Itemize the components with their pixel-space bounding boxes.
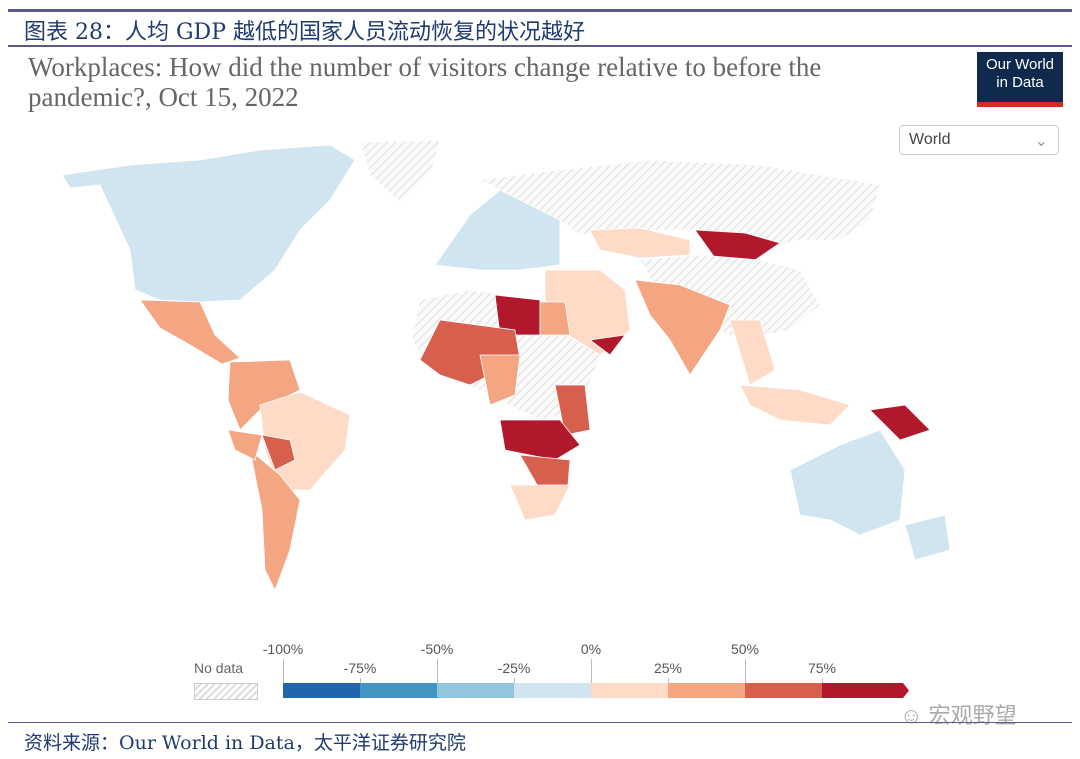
map-region[interactable]	[227, 359, 301, 431]
map-region[interactable]	[249, 448, 301, 591]
legend-arrow-icon	[899, 683, 909, 698]
map-region[interactable]	[588, 334, 626, 356]
map-region[interactable]	[694, 229, 781, 261]
map-region[interactable]	[227, 429, 263, 461]
legend-tick-label: -100%	[262, 641, 304, 657]
legend-tick-label: 50%	[730, 641, 760, 657]
no-data-label: No data	[194, 660, 244, 676]
map-region[interactable]	[499, 419, 581, 461]
legend-swatch	[668, 683, 745, 698]
chart-title: Workplaces: How did the number of visito…	[28, 52, 822, 112]
legend-tick-label: 0%	[580, 641, 602, 657]
legend-tick	[514, 678, 515, 683]
map-region[interactable]	[729, 319, 776, 386]
map-region-no-data[interactable]	[478, 159, 881, 251]
legend-swatch	[591, 683, 668, 698]
map-region[interactable]	[869, 404, 931, 441]
map-region[interactable]	[61, 144, 356, 303]
region-selector-value: World	[909, 131, 951, 148]
map-region[interactable]	[739, 384, 851, 426]
legend-swatch	[514, 683, 591, 698]
figure-title: 图表 28：人均 GDP 越低的国家人员流动恢复的状况越好	[24, 20, 585, 45]
bottom-rule	[8, 722, 1072, 723]
logo-line2: in Data	[996, 74, 1044, 91]
map-region[interactable]	[554, 384, 591, 436]
legend-tick-label: -75%	[343, 660, 377, 676]
wechat-icon: ☺	[900, 703, 929, 728]
legend-tick	[437, 659, 438, 683]
legend-tick-label: -25%	[497, 660, 531, 676]
legend-tick	[822, 678, 823, 683]
legend-tick	[745, 659, 746, 683]
region-selector[interactable]: World ⌄	[899, 125, 1059, 155]
legend-tick-label: 25%	[653, 660, 683, 676]
map-region[interactable]	[139, 299, 241, 365]
logo-line1: Our World	[985, 56, 1055, 73]
source-note: 资料来源：Our World in Data，太平洋证券研究院	[24, 732, 466, 754]
legend-tick-label: 75%	[807, 660, 837, 676]
map-region[interactable]	[539, 301, 571, 336]
legend-swatch	[745, 683, 822, 698]
title-rule	[8, 45, 1072, 47]
map-region[interactable]	[634, 279, 731, 376]
map-region[interactable]	[261, 434, 296, 471]
watermark: ☺ 宏观野望	[900, 698, 1017, 730]
owid-logo[interactable]: Our World in Data	[977, 52, 1063, 107]
chevron-down-icon: ⌄	[1034, 133, 1048, 150]
legend-tick	[360, 678, 361, 683]
legend-color-bar	[283, 683, 899, 698]
legend-swatch	[437, 683, 514, 698]
legend-swatch	[360, 683, 437, 698]
map-region[interactable]	[509, 484, 571, 521]
map-region[interactable]	[789, 429, 906, 536]
world-map[interactable]	[0, 130, 1000, 610]
map-region[interactable]	[589, 227, 691, 259]
legend-swatch	[822, 683, 899, 698]
legend-tick	[591, 659, 592, 683]
map-region[interactable]	[479, 354, 521, 406]
map-region-no-data[interactable]	[359, 139, 441, 203]
legend-swatch	[283, 683, 360, 698]
legend-tick	[668, 678, 669, 683]
no-data-swatch	[194, 683, 258, 700]
watermark-text: 宏观野望	[928, 703, 1017, 728]
legend-tick	[283, 659, 284, 683]
legend-tick-label: -50%	[420, 641, 454, 657]
map-region[interactable]	[904, 514, 951, 561]
top-rule	[8, 9, 1072, 12]
